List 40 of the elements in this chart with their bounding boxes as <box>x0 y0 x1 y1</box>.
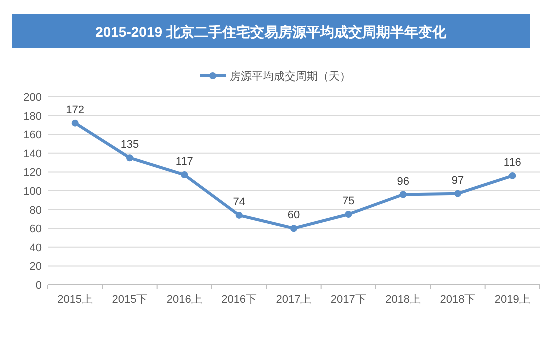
y-tick-label: 60 <box>30 224 42 236</box>
data-label: 75 <box>342 196 355 208</box>
point <box>290 225 298 232</box>
y-tick-label: 100 <box>24 186 42 198</box>
point <box>236 212 243 219</box>
point <box>72 120 79 127</box>
x-tick-label: 2018下 <box>440 294 476 306</box>
y-tick-label: 200 <box>24 92 42 104</box>
data-label: 97 <box>452 174 464 187</box>
x-tick-label: 2017下 <box>330 294 366 306</box>
legend-label: 房源平均成交周期（天） <box>230 70 351 83</box>
x-tick-label: 2019上 <box>494 293 530 306</box>
x-tick-label: 2015下 <box>112 294 148 306</box>
x-tick-label: 2016上 <box>166 293 202 306</box>
y-tick-label: 180 <box>24 110 42 123</box>
data-label: 117 <box>176 156 194 168</box>
x-tick-label: 2018上 <box>386 293 422 306</box>
y-tick-label: 80 <box>30 204 42 217</box>
y-tick-label: 0 <box>36 280 42 292</box>
y-tick-label: 140 <box>24 148 42 160</box>
point <box>345 211 352 218</box>
data-label: 60 <box>288 210 300 222</box>
data-label: 74 <box>233 196 246 208</box>
chart-title: 2015-2019 北京二手住宅交易房源平均成交周期半年变化 <box>96 24 448 40</box>
point <box>126 154 134 162</box>
y-tick-label: 20 <box>30 261 42 274</box>
data-label: 116 <box>504 156 522 169</box>
x-tick-label: 2016下 <box>222 294 258 306</box>
point <box>509 172 516 180</box>
point <box>181 172 188 179</box>
x-tick-label: 2017上 <box>276 293 312 306</box>
point <box>454 190 462 198</box>
x-tick-label: 2015上 <box>58 293 94 306</box>
data-label: 135 <box>120 139 140 152</box>
data-label: 172 <box>66 104 85 116</box>
y-tick-label: 40 <box>30 242 42 254</box>
point <box>400 191 407 198</box>
y-tick-label: 120 <box>24 167 42 180</box>
y-tick-label: 160 <box>24 130 42 142</box>
data-label: 96 <box>397 176 410 188</box>
